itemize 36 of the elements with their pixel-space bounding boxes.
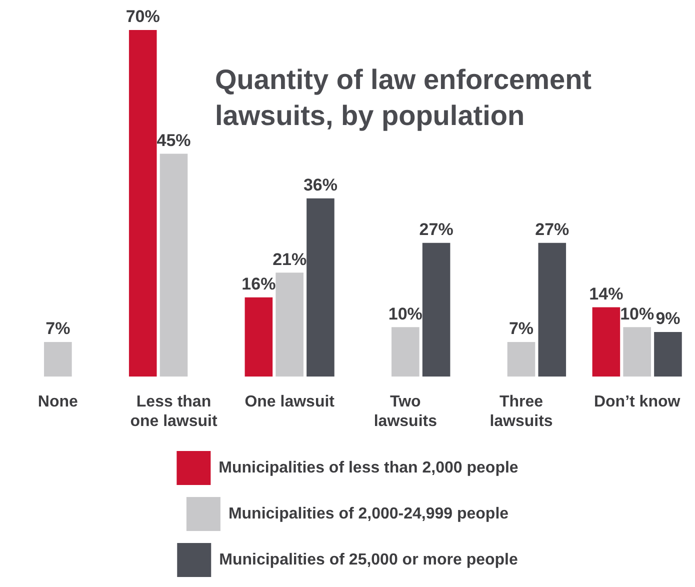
bar [422, 242, 450, 377]
data-label: 45% [156, 130, 191, 150]
data-label: 10% [620, 304, 654, 324]
data-label: 10% [388, 304, 422, 324]
bar [244, 297, 273, 377]
legend-label: Municipalities of less than 2,000 people [218, 459, 518, 476]
bar [306, 198, 334, 377]
x-tick-label: One lawsuit [244, 394, 336, 411]
bar [623, 327, 651, 377]
x-tick-label: Three lawsuits [490, 394, 553, 430]
bar [507, 342, 536, 377]
bar [128, 30, 157, 377]
data-label: 70% [126, 7, 160, 26]
bar [538, 242, 566, 377]
data-label: 14% [589, 284, 624, 304]
data-label: 27% [419, 220, 454, 240]
data-label: 7% [508, 319, 534, 338]
x-tick-label: Don’t know [594, 394, 681, 411]
bar [276, 272, 304, 377]
x-tick-label: Less than one lawsuit [130, 394, 218, 430]
data-label: 9% [656, 309, 680, 328]
data-label: 7% [46, 319, 70, 338]
data-label: 16% [242, 274, 276, 294]
x-tick-label: None [38, 394, 78, 411]
text: Quantity of law enforcement lawsuits, by population [215, 63, 592, 133]
bar [592, 307, 620, 377]
legend-label: Municipalities of 25,000 or more people [219, 551, 518, 568]
legend-label: Municipalities of 2,000-24,999 people [228, 505, 509, 522]
bar [654, 332, 682, 377]
bar [44, 342, 72, 377]
data-label: 27% [535, 220, 570, 240]
data-label: 36% [303, 176, 338, 195]
bar [160, 154, 188, 377]
bar [392, 327, 420, 377]
x-tick-label: Two lawsuits [374, 394, 438, 430]
data-label: 21% [272, 250, 307, 269]
